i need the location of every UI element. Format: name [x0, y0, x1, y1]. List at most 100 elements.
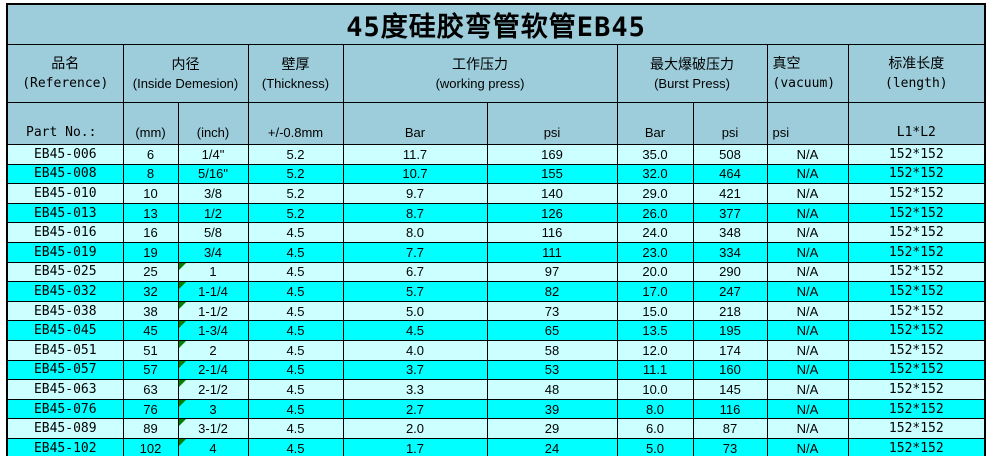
header-thickness[interactable]: 壁厚 (Thickness): [247, 44, 344, 103]
cell-burst-psi[interactable]: 218: [692, 300, 768, 322]
cell-burst-bar[interactable]: 13.5: [616, 320, 694, 341]
cell-inch[interactable]: 3/4: [177, 241, 249, 263]
cell-part-no[interactable]: EB45-013: [6, 202, 124, 224]
cell-burst-psi[interactable]: 73: [692, 437, 768, 456]
cell-thickness[interactable]: 4.5: [247, 339, 344, 361]
cell-mm[interactable]: 89: [122, 418, 179, 439]
cell-working-bar[interactable]: 11.7: [342, 144, 488, 165]
cell-burst-bar[interactable]: 8.0: [616, 398, 694, 420]
cell-working-bar[interactable]: 5.0: [342, 300, 488, 322]
cell-burst-psi[interactable]: 247: [692, 281, 768, 302]
cell-thickness[interactable]: 5.2: [247, 163, 344, 185]
cell-thickness[interactable]: 5.2: [247, 144, 344, 165]
cell-working-psi[interactable]: 126: [486, 202, 618, 224]
header-standard-length[interactable]: 标准长度 (length): [847, 44, 986, 103]
cell-working-bar[interactable]: 10.7: [342, 163, 488, 185]
subheader-part-no[interactable]: Part No.:: [6, 102, 124, 145]
cell-working-bar[interactable]: 2.7: [342, 398, 488, 420]
cell-length[interactable]: 152*152: [847, 359, 986, 381]
cell-part-no[interactable]: EB45-038: [6, 300, 124, 322]
cell-burst-bar[interactable]: 5.0: [616, 437, 694, 456]
cell-burst-psi[interactable]: 421: [692, 183, 768, 204]
cell-part-no[interactable]: EB45-019: [6, 241, 124, 263]
cell-working-psi[interactable]: 58: [486, 339, 618, 361]
cell-burst-bar[interactable]: 29.0: [616, 183, 694, 204]
cell-thickness[interactable]: 5.2: [247, 202, 344, 224]
cell-thickness[interactable]: 4.5: [247, 379, 344, 400]
cell-vacuum[interactable]: N/A: [766, 163, 849, 185]
cell-burst-psi[interactable]: 348: [692, 222, 768, 243]
cell-working-psi[interactable]: 24: [486, 437, 618, 456]
cell-working-psi[interactable]: 65: [486, 320, 618, 341]
cell-thickness[interactable]: 4.5: [247, 398, 344, 420]
header-inside-dimension[interactable]: 内径 (Inside Demesion): [122, 44, 249, 103]
cell-burst-bar[interactable]: 20.0: [616, 261, 694, 283]
cell-mm[interactable]: 63: [122, 379, 179, 400]
cell-thickness[interactable]: 5.2: [247, 183, 344, 204]
cell-part-no[interactable]: EB45-051: [6, 339, 124, 361]
cell-burst-psi[interactable]: 334: [692, 241, 768, 263]
cell-working-psi[interactable]: 82: [486, 281, 618, 302]
cell-mm[interactable]: 25: [122, 261, 179, 283]
cell-mm[interactable]: 76: [122, 398, 179, 420]
cell-burst-bar[interactable]: 26.0: [616, 202, 694, 224]
cell-burst-psi[interactable]: 508: [692, 144, 768, 165]
subheader-mm[interactable]: (mm): [122, 102, 179, 145]
cell-part-no[interactable]: EB45-102: [6, 437, 124, 456]
cell-inch[interactable]: 3/8: [177, 183, 249, 204]
cell-thickness[interactable]: 4.5: [247, 418, 344, 439]
table-title[interactable]: 45度硅胶弯管软管EB45: [6, 3, 986, 45]
cell-inch[interactable]: 5/16": [177, 163, 249, 185]
cell-working-bar[interactable]: 5.7: [342, 281, 488, 302]
cell-burst-psi[interactable]: 87: [692, 418, 768, 439]
cell-inch[interactable]: 1/4": [177, 144, 249, 165]
cell-working-bar[interactable]: 6.7: [342, 261, 488, 283]
cell-working-bar[interactable]: 2.0: [342, 418, 488, 439]
cell-part-no[interactable]: EB45-008: [6, 163, 124, 185]
cell-vacuum[interactable]: N/A: [766, 398, 849, 420]
cell-inch[interactable]: 2-1/4: [177, 359, 249, 381]
cell-length[interactable]: 152*152: [847, 144, 986, 165]
cell-burst-psi[interactable]: 145: [692, 379, 768, 400]
cell-part-no[interactable]: EB45-076: [6, 398, 124, 420]
cell-burst-bar[interactable]: 17.0: [616, 281, 694, 302]
cell-vacuum[interactable]: N/A: [766, 281, 849, 302]
cell-inch[interactable]: 1/2: [177, 202, 249, 224]
cell-burst-bar[interactable]: 32.0: [616, 163, 694, 185]
cell-mm[interactable]: 16: [122, 222, 179, 243]
cell-length[interactable]: 152*152: [847, 281, 986, 302]
cell-length[interactable]: 152*152: [847, 418, 986, 439]
cell-part-no[interactable]: EB45-045: [6, 320, 124, 341]
cell-length[interactable]: 152*152: [847, 339, 986, 361]
cell-burst-bar[interactable]: 24.0: [616, 222, 694, 243]
cell-length[interactable]: 152*152: [847, 163, 986, 185]
subheader-length-l1l2[interactable]: L1*L2: [847, 102, 986, 145]
cell-vacuum[interactable]: N/A: [766, 300, 849, 322]
cell-mm[interactable]: 38: [122, 300, 179, 322]
cell-part-no[interactable]: EB45-010: [6, 183, 124, 204]
cell-vacuum[interactable]: N/A: [766, 418, 849, 439]
cell-burst-bar[interactable]: 35.0: [616, 144, 694, 165]
cell-vacuum[interactable]: N/A: [766, 437, 849, 456]
cell-inch[interactable]: 1-1/4: [177, 281, 249, 302]
subheader-vacuum-psi[interactable]: psi: [766, 102, 849, 145]
cell-part-no[interactable]: EB45-057: [6, 359, 124, 381]
cell-inch[interactable]: 3-1/2: [177, 418, 249, 439]
cell-length[interactable]: 152*152: [847, 222, 986, 243]
cell-working-bar[interactable]: 7.7: [342, 241, 488, 263]
subheader-burst-bar[interactable]: Bar: [616, 102, 694, 145]
cell-vacuum[interactable]: N/A: [766, 222, 849, 243]
cell-burst-psi[interactable]: 377: [692, 202, 768, 224]
cell-thickness[interactable]: 4.5: [247, 320, 344, 341]
cell-working-bar[interactable]: 3.7: [342, 359, 488, 381]
cell-thickness[interactable]: 4.5: [247, 281, 344, 302]
cell-burst-bar[interactable]: 6.0: [616, 418, 694, 439]
cell-inch[interactable]: 2: [177, 339, 249, 361]
cell-thickness[interactable]: 4.5: [247, 437, 344, 456]
subheader-working-bar[interactable]: Bar: [342, 102, 488, 145]
cell-thickness[interactable]: 4.5: [247, 241, 344, 263]
cell-mm[interactable]: 32: [122, 281, 179, 302]
cell-vacuum[interactable]: N/A: [766, 144, 849, 165]
cell-burst-psi[interactable]: 160: [692, 359, 768, 381]
cell-burst-bar[interactable]: 23.0: [616, 241, 694, 263]
